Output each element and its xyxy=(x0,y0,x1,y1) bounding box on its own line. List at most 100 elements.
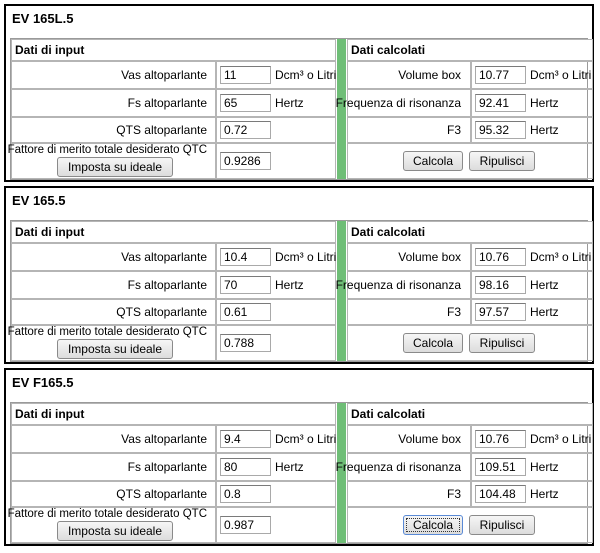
resonance-label: Frequenza di risonanza xyxy=(335,460,461,474)
volume-box-label: Volume box xyxy=(398,68,461,82)
calculate-button[interactable]: Calcola xyxy=(403,515,463,535)
column-separator xyxy=(337,39,346,179)
clear-button[interactable]: Ripulisci xyxy=(469,333,535,353)
clear-button[interactable]: Ripulisci xyxy=(469,515,535,535)
f3-label: F3 xyxy=(446,305,461,319)
calc-value-cell xyxy=(471,481,593,507)
fs-label: Fs altoparlante xyxy=(127,460,207,474)
fs-input[interactable]: 80 xyxy=(220,458,271,476)
input-value-cell xyxy=(216,271,336,299)
input-label-cell xyxy=(11,425,216,453)
input-value-cell xyxy=(216,143,336,179)
calc-label-cell xyxy=(347,89,471,117)
volume-box-unit: Dcm³ o Litri xyxy=(530,250,592,264)
fs-label: Fs altoparlante xyxy=(127,96,207,110)
f3-output[interactable]: 104.48 xyxy=(475,485,526,503)
volume-box-unit: Dcm³ o Litri xyxy=(530,68,592,82)
fs-input[interactable]: 70 xyxy=(220,276,271,294)
qtc-input[interactable]: 0.9286 xyxy=(220,152,271,170)
input-value-cell xyxy=(216,453,336,481)
f3-unit: Hertz xyxy=(530,487,559,501)
set-ideal-button[interactable]: Imposta su ideale xyxy=(57,339,173,359)
column-separator xyxy=(337,403,346,543)
qts-label: QTS altoparlante xyxy=(116,305,207,319)
calc-value-cell xyxy=(471,271,593,299)
input-label-cell xyxy=(11,89,216,117)
fs-unit: Hertz xyxy=(275,460,304,474)
vas-unit: Dcm³ o Litri xyxy=(275,68,337,82)
input-value-cell xyxy=(216,89,336,117)
input-label-cell xyxy=(11,299,216,325)
column-separator xyxy=(337,221,346,361)
volume-box-label: Volume box xyxy=(398,432,461,446)
fs-unit: Hertz xyxy=(275,96,304,110)
calculate-button[interactable]: Calcola xyxy=(403,333,463,353)
qtc-input[interactable]: 0.987 xyxy=(220,516,271,534)
input-header: Dati di input xyxy=(11,39,336,61)
input-label-cell xyxy=(11,243,216,271)
set-ideal-button[interactable]: Imposta su ideale xyxy=(57,521,173,541)
f3-unit: Hertz xyxy=(530,123,559,137)
qts-input[interactable]: 0.72 xyxy=(220,121,271,139)
calc-label-cell xyxy=(347,425,471,453)
input-value-cell xyxy=(216,117,336,143)
calculator-panel: EV F165.5 Dati di input Dati calcolati V… xyxy=(4,368,594,546)
qts-input[interactable]: 0.61 xyxy=(220,303,271,321)
calc-label-cell xyxy=(347,271,471,299)
calc-header: Dati calcolati xyxy=(347,221,593,243)
volume-box-unit: Dcm³ o Litri xyxy=(530,432,592,446)
qtc-label: Fattore di merito totale desiderato QTC xyxy=(7,508,207,520)
input-value-cell xyxy=(216,481,336,507)
calc-label-cell xyxy=(347,243,471,271)
actions-cell xyxy=(347,507,593,543)
clear-button[interactable]: Ripulisci xyxy=(469,151,535,171)
fs-label: Fs altoparlante xyxy=(127,278,207,292)
input-label-cell xyxy=(11,271,216,299)
input-value-cell xyxy=(216,325,336,361)
qts-label: QTS altoparlante xyxy=(116,487,207,501)
vas-input[interactable]: 9.4 xyxy=(220,430,271,448)
input-label-cell xyxy=(11,143,216,179)
input-header: Dati di input xyxy=(11,221,336,243)
volume-box-output[interactable]: 10.76 xyxy=(475,248,526,266)
input-label-cell xyxy=(11,325,216,361)
f3-label: F3 xyxy=(446,123,461,137)
calculator-panel: EV 165L.5 Dati di input Dati calcolati V… xyxy=(4,4,594,182)
vas-input[interactable]: 11 xyxy=(220,66,271,84)
resonance-unit: Hertz xyxy=(530,278,559,292)
fs-unit: Hertz xyxy=(275,278,304,292)
calc-value-cell xyxy=(471,299,593,325)
volume-box-output[interactable]: 10.77 xyxy=(475,66,526,84)
calculator-table: Dati di input Dati calcolati Vas altopar… xyxy=(8,38,593,180)
volume-box-label: Volume box xyxy=(398,250,461,264)
f3-output[interactable]: 95.32 xyxy=(475,121,526,139)
resonance-output[interactable]: 92.41 xyxy=(475,94,526,112)
resonance-label: Frequenza di risonanza xyxy=(335,96,461,110)
calc-value-cell xyxy=(471,453,593,481)
calc-label-cell xyxy=(347,481,471,507)
calc-label-cell xyxy=(347,299,471,325)
input-value-cell xyxy=(216,425,336,453)
vas-input[interactable]: 10.4 xyxy=(220,248,271,266)
volume-box-output[interactable]: 10.76 xyxy=(475,430,526,448)
f3-unit: Hertz xyxy=(530,305,559,319)
set-ideal-button[interactable]: Imposta su ideale xyxy=(57,157,173,177)
fs-input[interactable]: 65 xyxy=(220,94,271,112)
actions-cell xyxy=(347,143,593,179)
calculate-button[interactable]: Calcola xyxy=(403,151,463,171)
calculator-panel: EV 165.5 Dati di input Dati calcolati Va… xyxy=(4,186,594,364)
input-label-cell xyxy=(11,507,216,543)
resonance-output[interactable]: 109.51 xyxy=(475,458,526,476)
calculator-table: Dati di input Dati calcolati Vas altopar… xyxy=(7,402,593,544)
f3-output[interactable]: 97.57 xyxy=(475,303,526,321)
qtc-input[interactable]: 0.788 xyxy=(220,334,271,352)
calc-value-cell xyxy=(471,61,593,89)
resonance-unit: Hertz xyxy=(530,460,559,474)
input-label-cell xyxy=(11,453,216,481)
qts-label: QTS altoparlante xyxy=(116,123,207,137)
resonance-output[interactable]: 98.16 xyxy=(475,276,526,294)
panel-title: EV 165.5 xyxy=(12,193,66,208)
calculator-table: Dati di input Dati calcolati Vas altopar… xyxy=(8,220,593,362)
qts-input[interactable]: 0.8 xyxy=(220,485,271,503)
resonance-label: Frequenza di risonanza xyxy=(335,278,461,292)
